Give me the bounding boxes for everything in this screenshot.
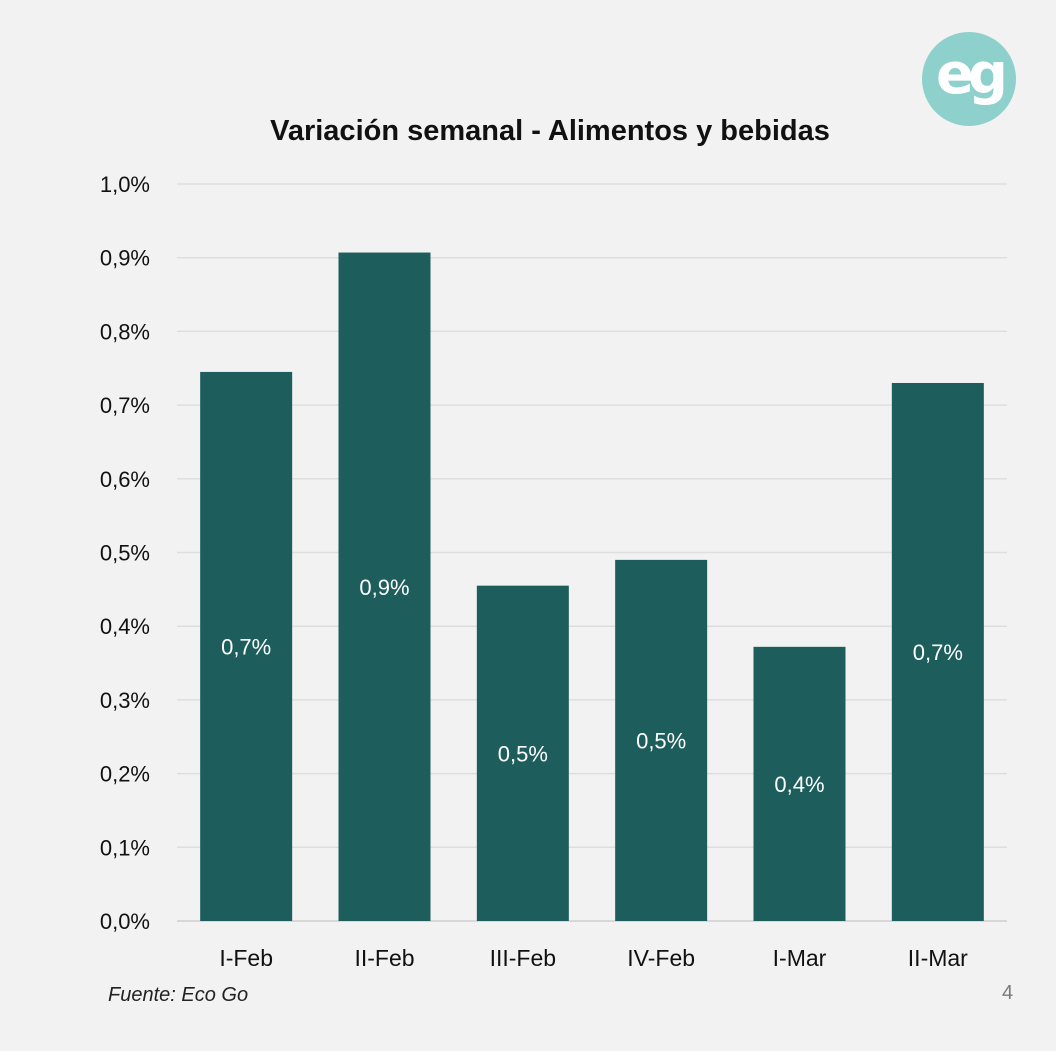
- eco-go-logo: eg: [922, 32, 1016, 126]
- y-tick-label: 0,8%: [100, 319, 150, 344]
- x-tick-label: I-Feb: [219, 945, 273, 971]
- page-number: 4: [1002, 982, 1014, 1004]
- chart-title: Variación semanal - Alimentos y bebidas: [270, 115, 830, 147]
- x-axis-ticks: I-Feb II-Feb III-Feb IV-Feb I-Mar II-Mar: [219, 945, 968, 971]
- y-tick-label: 0,1%: [100, 835, 150, 860]
- data-label: 0,5%: [498, 741, 548, 766]
- data-label: 0,7%: [913, 640, 963, 665]
- y-tick-label: 0,4%: [100, 614, 150, 639]
- y-tick-label: 0,0%: [100, 909, 150, 934]
- x-tick-label: II-Mar: [908, 945, 968, 971]
- data-label: 0,5%: [636, 728, 686, 753]
- y-tick-label: 0,2%: [100, 762, 150, 787]
- y-tick-label: 1,0%: [100, 172, 150, 197]
- data-label: 0,7%: [221, 634, 271, 659]
- data-label: 0,9%: [359, 575, 409, 600]
- x-tick-label: III-Feb: [490, 945, 556, 971]
- y-tick-label: 0,5%: [100, 541, 150, 566]
- bar-II-Feb: [338, 252, 431, 921]
- data-labels: 0,7% 0,9% 0,5% 0,5% 0,4% 0,7%: [221, 575, 963, 797]
- bar-IV-Feb: [615, 559, 708, 921]
- bar-III-Feb: [476, 585, 569, 921]
- bar-I-Mar: [753, 646, 846, 921]
- x-tick-label: IV-Feb: [627, 945, 695, 971]
- x-tick-label: II-Feb: [354, 945, 414, 971]
- y-tick-label: 0,9%: [100, 246, 150, 271]
- y-tick-label: 0,6%: [100, 467, 150, 492]
- bars: [200, 252, 984, 921]
- logo-text: eg: [935, 41, 1008, 107]
- y-tick-label: 0,7%: [100, 393, 150, 418]
- y-tick-label: 0,3%: [100, 688, 150, 713]
- bar-II-Mar: [891, 382, 984, 921]
- bar-I-Feb: [200, 371, 293, 921]
- gridlines: [177, 183, 1007, 922]
- x-tick-label: I-Mar: [773, 945, 827, 971]
- data-label: 0,4%: [774, 772, 824, 797]
- y-axis-ticks: 0,0% 0,1% 0,2% 0,3% 0,4% 0,5% 0,6% 0,7% 0,8% 0,9%…: [100, 172, 150, 934]
- source-note: Fuente: Eco Go: [108, 984, 249, 1006]
